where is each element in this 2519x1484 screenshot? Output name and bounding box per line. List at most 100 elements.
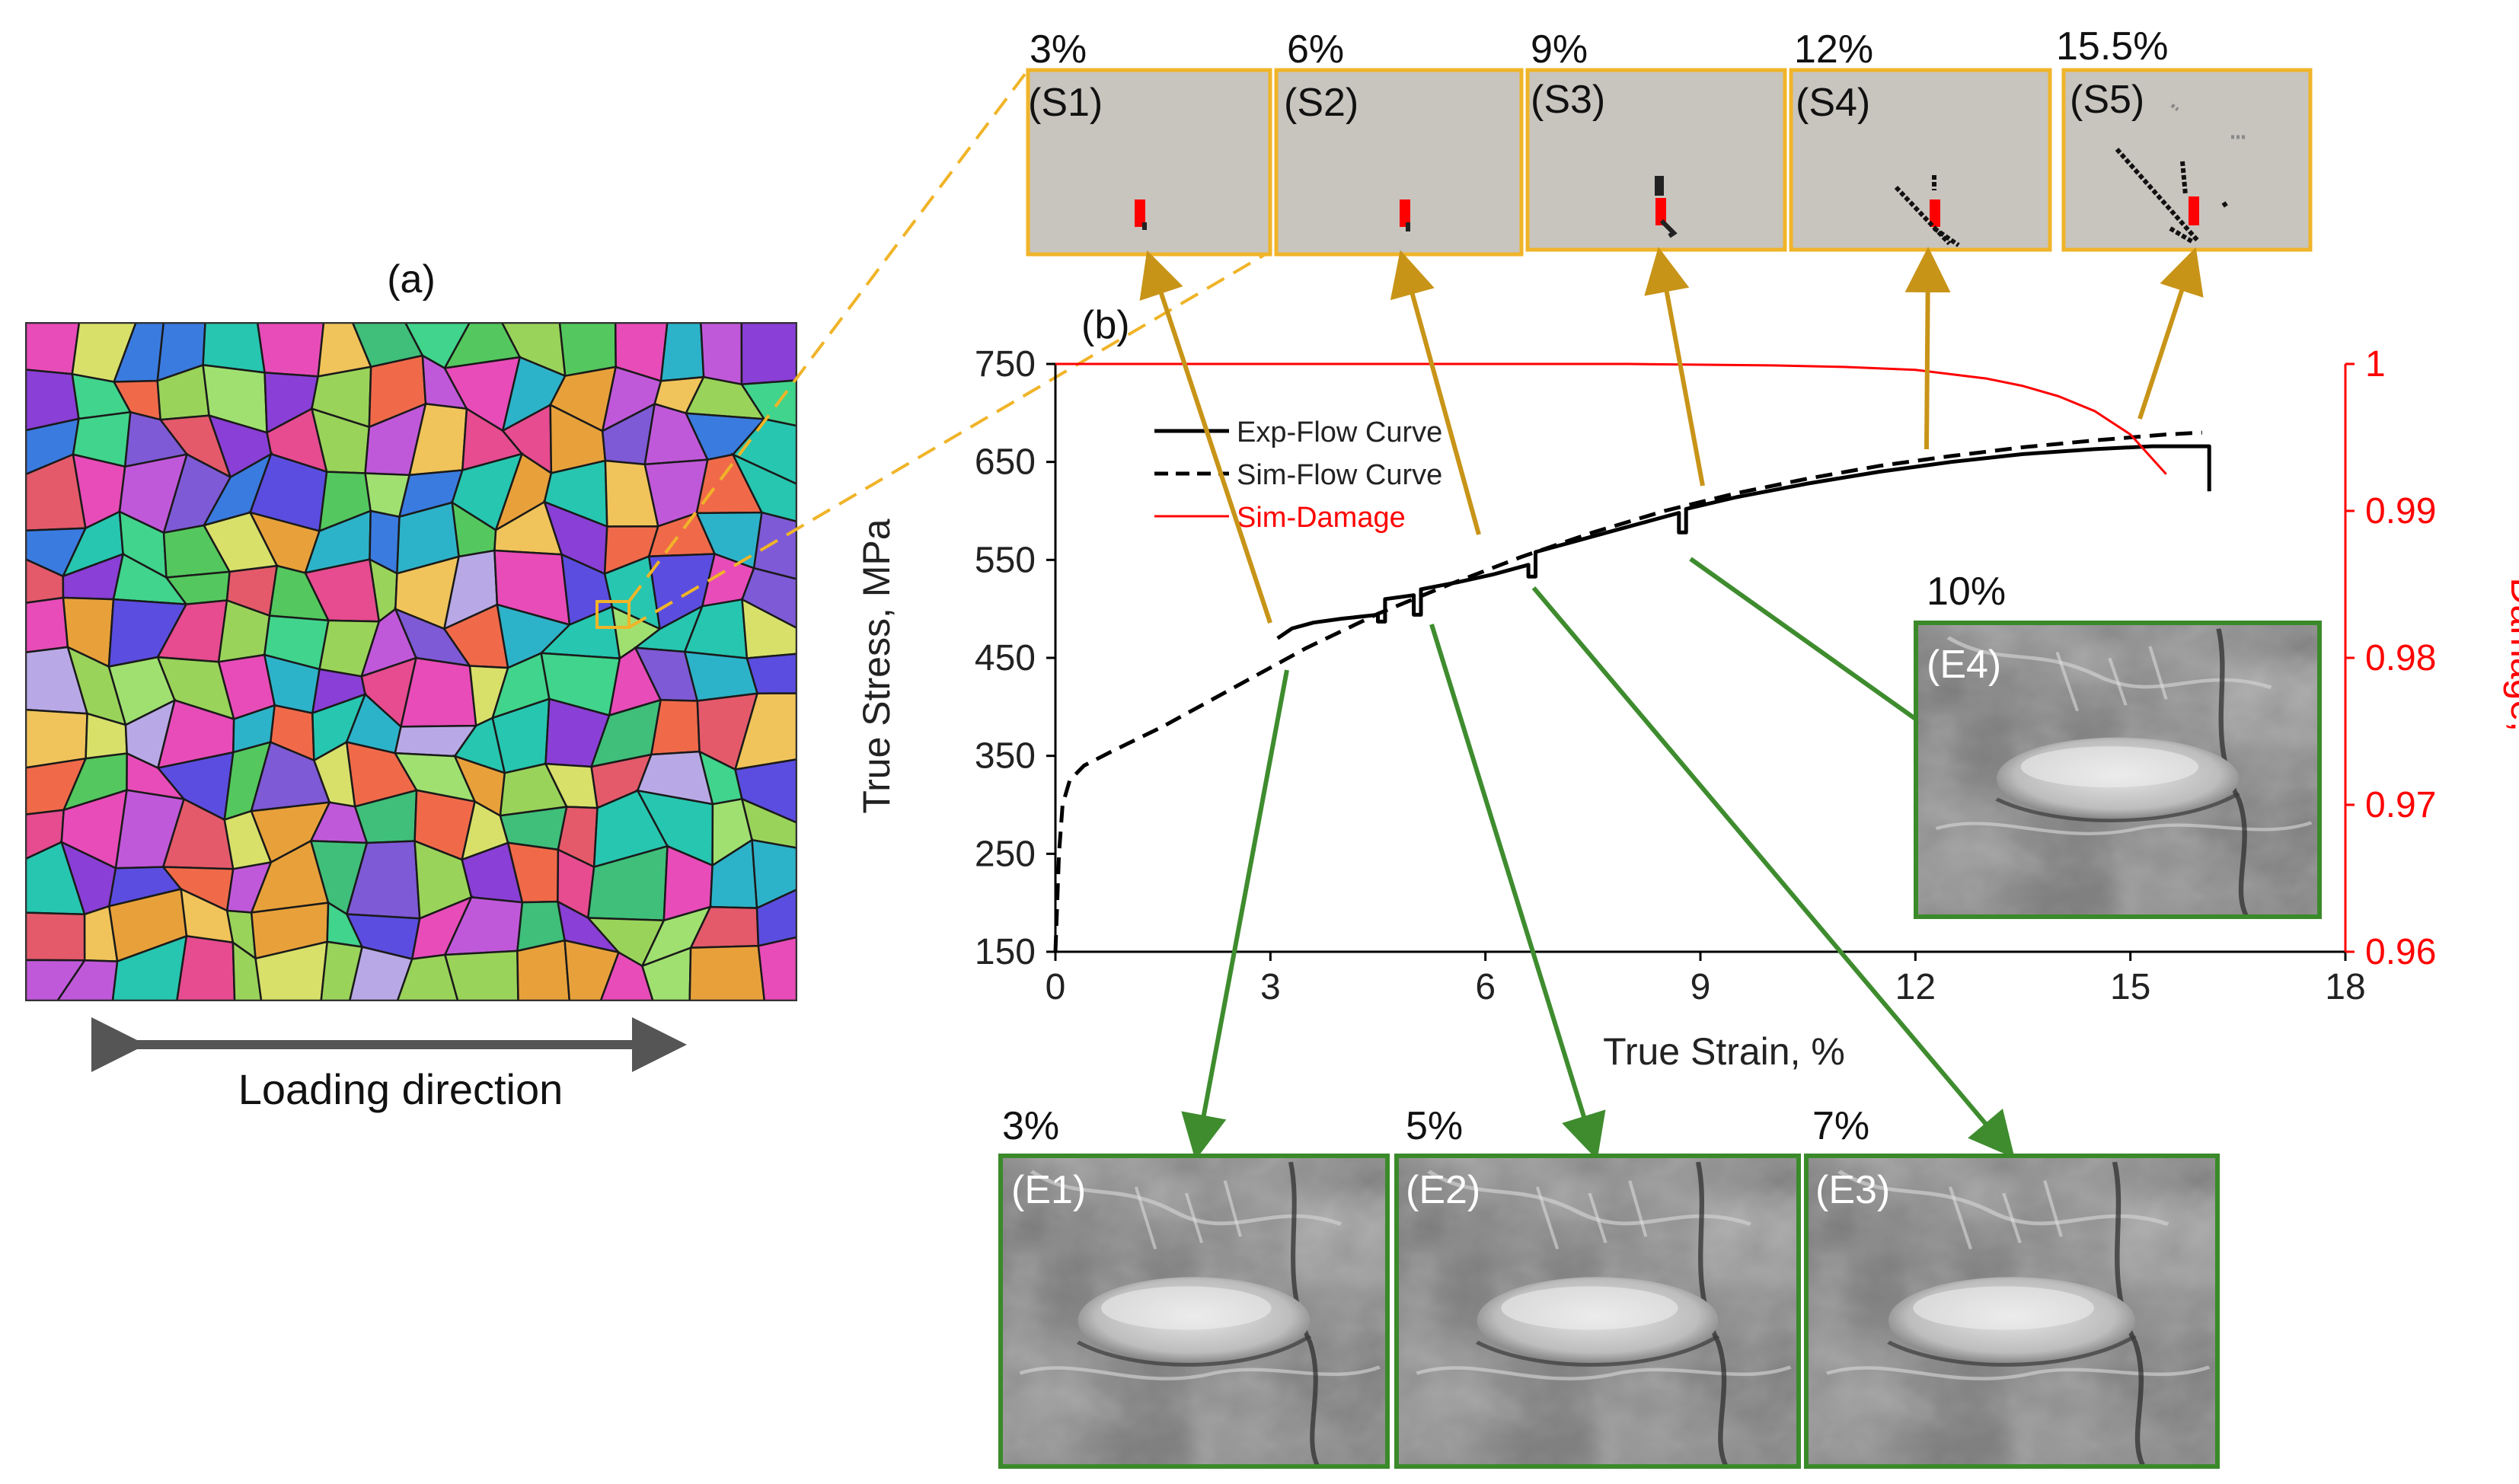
grain xyxy=(564,939,621,1001)
grain xyxy=(741,598,797,659)
sem-panel-e4-label: (E4) xyxy=(1927,643,2001,687)
sim-panel-s5-label: (S5) xyxy=(2070,78,2144,122)
grain xyxy=(757,936,797,1001)
sim-arrows xyxy=(1139,247,2204,624)
sem-panel-e1-strain: 3% xyxy=(1002,1104,1059,1148)
panel-b-label: (b) xyxy=(1081,303,1130,347)
sim-panel-s3-strain: 9% xyxy=(1531,27,1588,72)
grain xyxy=(741,566,797,630)
ebsd-zoom-box xyxy=(595,600,631,629)
y-tick-label: 150 xyxy=(975,932,1036,972)
sem-panel-e3-strain: 7% xyxy=(1812,1104,1869,1148)
legend-label-1: Exp-Flow Curve xyxy=(1237,416,1442,448)
sem-panel-e4-strain: 10% xyxy=(1927,570,2006,614)
x-tick-label: 15 xyxy=(2110,967,2150,1007)
sim-panel-s5-strain: 15.5% xyxy=(2056,24,2168,69)
grain xyxy=(320,940,364,1001)
y2-tick-label: 0.98 xyxy=(2365,638,2436,678)
grain xyxy=(688,945,766,1001)
grain xyxy=(26,323,81,375)
y2-tick-label: 0.97 xyxy=(2365,785,2436,825)
y-tick-label: 550 xyxy=(975,540,1036,580)
sem-panel-e1-label: (E1) xyxy=(1011,1168,1086,1212)
grain xyxy=(516,939,571,1001)
grain xyxy=(256,323,325,378)
sim-panel-s1-label: (S1) xyxy=(1028,81,1103,125)
legend-label-3: Sim-Damage xyxy=(1237,502,1406,534)
chart-legend: Exp-Flow Curve Sim-Flow Curve Sim-Damage xyxy=(1154,416,1442,534)
y-tick-label: 750 xyxy=(975,344,1036,385)
y-axis-label: True Stress, MPa xyxy=(855,519,898,813)
series-line-2 xyxy=(1053,430,2202,953)
grain xyxy=(640,946,692,1001)
sim-panel-s3: (S3) 9% xyxy=(1525,27,1787,252)
sim-panel-s4-strain: 12% xyxy=(1794,27,1873,72)
sim-panel-s2: (S2) 6% xyxy=(1274,27,1524,257)
grain xyxy=(443,949,519,1001)
zoom-line-bottom xyxy=(627,254,1266,629)
sim-panel-s4-label: (S4) xyxy=(1796,81,1870,125)
x-tick-label: 9 xyxy=(1691,967,1711,1007)
grain xyxy=(396,953,459,1001)
grain xyxy=(176,934,236,1001)
grain xyxy=(740,797,797,849)
sim-panel-s2-strain: 6% xyxy=(1287,27,1344,72)
sem-panel-e3-label: (E3) xyxy=(1815,1168,1890,1212)
grain xyxy=(745,653,797,694)
sem-panel-e3: (E3) 7% xyxy=(1804,1104,2220,1469)
grain xyxy=(231,940,263,1001)
sem-panel-e2: (E2) 5% xyxy=(1394,1104,1801,1469)
y2-tick-label: 1 xyxy=(2365,344,2386,385)
exp-arrow-e3 xyxy=(1531,586,2015,1159)
grain xyxy=(349,946,413,1001)
x-tick-label: 3 xyxy=(1260,967,1281,1007)
sim-arrow-s3 xyxy=(1644,247,1705,487)
sim-panel-s1: (S1) 3% xyxy=(1026,27,1272,257)
y-tick-label: 650 xyxy=(975,442,1036,483)
sem-panel-e1: (E1) 3% xyxy=(998,1104,1390,1469)
y-tick-label: 250 xyxy=(975,834,1036,874)
x-tick-label: 18 xyxy=(2325,967,2365,1007)
y2-tick-label: 0.99 xyxy=(2365,491,2436,531)
grain xyxy=(752,511,797,580)
sim-arrow-s1 xyxy=(1139,250,1272,624)
grain xyxy=(731,418,797,485)
loading-direction-label: Loading direction xyxy=(238,1065,564,1113)
legend-label-2: Sim-Flow Curve xyxy=(1237,459,1442,491)
grain xyxy=(755,889,797,947)
series-line-3 xyxy=(1055,362,2167,475)
grain xyxy=(254,940,329,1001)
grain xyxy=(111,934,188,1001)
x-axis-label: True Strain, % xyxy=(1603,1030,1845,1073)
exp-arrow-e2 xyxy=(1429,624,1606,1160)
grain xyxy=(599,950,654,1001)
grain xyxy=(202,323,267,374)
zoom-line-top xyxy=(627,69,1030,603)
panel-a-label: (a) xyxy=(387,257,436,302)
sim-arrow-s5 xyxy=(2137,247,2204,420)
grain xyxy=(26,911,86,962)
sem-panel-e4: (E4) 10% xyxy=(1914,570,2322,919)
y2-tick-label: 0.96 xyxy=(2365,932,2436,972)
sem-panel-e2-strain: 5% xyxy=(1406,1104,1463,1148)
exp-arrows xyxy=(1181,557,2015,1160)
series-line-1 xyxy=(1276,444,2211,640)
sim-arrow-s2 xyxy=(1390,250,1481,535)
x-tick-label: 6 xyxy=(1475,967,1496,1007)
grain xyxy=(733,692,797,771)
sim-panel-s3-label: (S3) xyxy=(1531,78,1605,122)
grain xyxy=(740,323,797,386)
sem-panel-e2-label: (E2) xyxy=(1406,1168,1480,1212)
ebsd-map xyxy=(25,322,797,1001)
sim-panel-s1-strain: 3% xyxy=(1030,27,1087,72)
flow-curve-chart: 0 3 6 9 12 15 18 150 250 350 450 550 650 750 0.96 0.97 0… xyxy=(975,344,2437,1007)
exp-arrow-e1 xyxy=(1181,669,1289,1160)
grain xyxy=(751,838,797,910)
sim-arrow-s4 xyxy=(1904,247,1951,450)
grain xyxy=(26,959,87,1001)
x-tick-label: 0 xyxy=(1046,967,1066,1007)
y-tick-label: 350 xyxy=(975,736,1036,777)
grain xyxy=(700,323,743,386)
sim-panel-s5: (S5) 15.5% xyxy=(2056,24,2313,252)
